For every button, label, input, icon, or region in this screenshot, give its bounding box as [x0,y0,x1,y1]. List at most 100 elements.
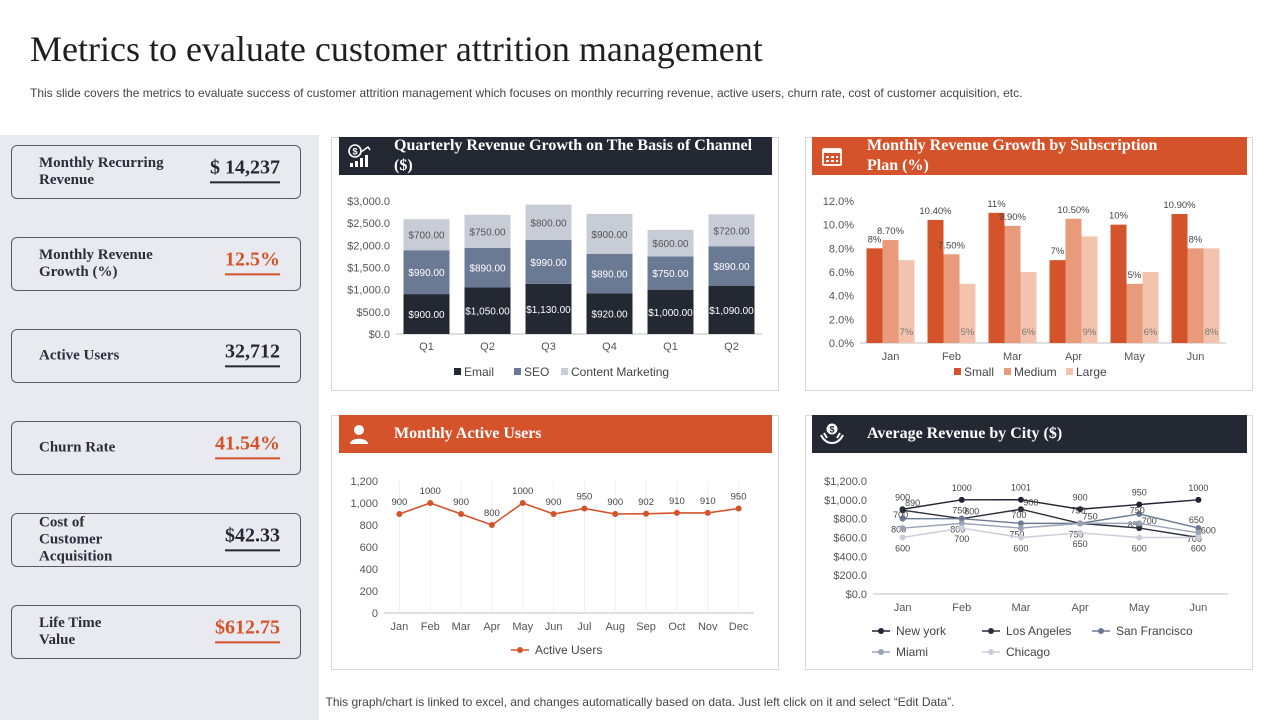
bar [1187,248,1204,343]
data-label: 900 [546,497,562,508]
x-tick-label: Feb [942,351,961,363]
bar-segment [525,240,572,284]
y-tick-label: 1,200 [350,476,378,488]
subscription-chart: 0.0%2.0%4.0%6.0%8.0%10.0%12.0%8%8.70%7%J… [823,196,1226,379]
data-label: 600 [1132,544,1147,554]
data-label: $750.00 [469,227,506,238]
y-tick-label: $0.0 [369,329,390,341]
data-label: 900 [391,497,407,508]
x-tick-label: Q1 [663,341,678,353]
bar-segment [647,256,694,290]
data-point [1017,506,1024,513]
bar-segment [647,229,694,257]
data-label: 1000 [952,483,972,493]
active-users-panel: 0 200 400 600 800 1,000 1,200 900 Jan 1000 Feb 900 M… [331,415,779,670]
series-line [399,502,739,526]
x-tick-label: Apr [1072,602,1089,614]
data-point [1136,510,1143,517]
legend-label: Email [464,365,494,379]
legend-label: Medium [1014,365,1057,379]
legend-label: San Francisco [1116,624,1193,638]
data-label: 800 [964,507,979,517]
data-label: 950 [731,492,747,503]
data-label: 750 [1069,529,1084,539]
bar-segment [708,246,755,286]
x-tick-label: Jun [545,621,563,633]
bar-segment [403,219,450,251]
data-label: 950 [576,492,592,503]
x-tick-label: Q1 [419,341,434,353]
data-point [958,515,965,522]
bar [1065,218,1082,343]
data-label: 910 [669,496,685,507]
panel-title: Monthly Revenue Growth by Subscription P… [867,137,1158,174]
y-tick-label: 4.0% [829,291,854,303]
data-point [899,515,906,522]
legend-swatch [454,368,461,375]
data-label: $900.00 [408,310,445,321]
data-label: 950 [1132,488,1147,498]
data-point [1077,529,1084,536]
x-tick-label: May [1124,351,1145,363]
data-point [519,500,526,506]
data-point [958,520,965,527]
data-label: $920.00 [591,310,628,321]
data-label: 7% [900,327,914,338]
data-label: $1,000.00 [648,308,693,319]
y-tick-label: $2,000.0 [347,240,390,252]
x-tick-label: Sep [636,621,656,633]
data-label: $800.00 [530,218,567,229]
data-point [550,511,557,517]
data-label: 650 [1073,539,1088,549]
data-label: 750 [1071,505,1086,515]
x-tick-label: Dec [729,621,749,633]
x-tick-label: May [1129,602,1150,614]
data-label: 900 [1023,497,1038,507]
y-tick-label: 400 [360,564,378,576]
kpi-label: Monthly Recurring Revenue [39,155,164,188]
data-label: $750.00 [652,269,689,280]
data-point [1077,520,1084,527]
legend-label: Large [1076,365,1107,379]
x-tick-label: Jan [894,602,912,614]
x-tick-label: Feb [421,621,440,633]
bar [866,248,883,343]
quarterly-revenue-panel: $0.0 $500.0 $1,000.0 $1,500.0 $2,000.0 $2,500… [331,137,779,391]
kpi-card-cac: Cost of Customer Acquisition $42.33 [11,513,301,567]
x-tick-label: Q4 [602,341,617,353]
kpi-value: 41.54% [215,432,280,460]
data-label: 902 [638,497,654,508]
bar-segment [525,204,572,241]
y-tick-label: 8.0% [829,243,854,255]
data-point [612,511,619,517]
page-title: Metrics to evaluate customer attrition m… [30,29,763,69]
bar-segment [708,285,755,334]
footer-note: This graph/chart is linked to excel, and… [325,695,955,709]
data-label: 800 [891,525,906,535]
data-label: 750 [952,505,967,515]
y-tick-label: 0.0% [829,338,854,350]
y-tick-label: 2.0% [829,314,854,326]
y-tick-label: $800.0 [833,514,867,526]
data-point [581,505,588,512]
kpi-value: $ 14,237 [210,156,280,184]
data-label: 700 [1187,534,1202,544]
data-label: 700 [1011,510,1026,520]
x-tick-label: Mar [1003,351,1022,363]
x-tick-label: May [512,621,533,633]
bar-segment [464,247,511,288]
legend-marker [878,649,884,655]
series-line [902,508,1199,539]
data-label: $600.00 [652,239,689,250]
bar-segment [586,253,633,294]
x-tick-label: Oct [668,621,685,633]
data-label: 10.40% [919,206,952,217]
series-line [902,522,1199,534]
y-tick-label: $1,000.0 [824,495,867,507]
legend-label: Active Users [535,643,602,657]
kpi-card-ltv: Life Time Value $612.75 [11,605,301,659]
legend-swatch [954,368,961,375]
active-users-chart: 0 200 400 600 800 1,000 1,200 900 Jan 1000 Feb 900 M… [350,476,754,657]
legend-label: SEO [524,365,549,379]
data-label: 800 [950,525,965,535]
